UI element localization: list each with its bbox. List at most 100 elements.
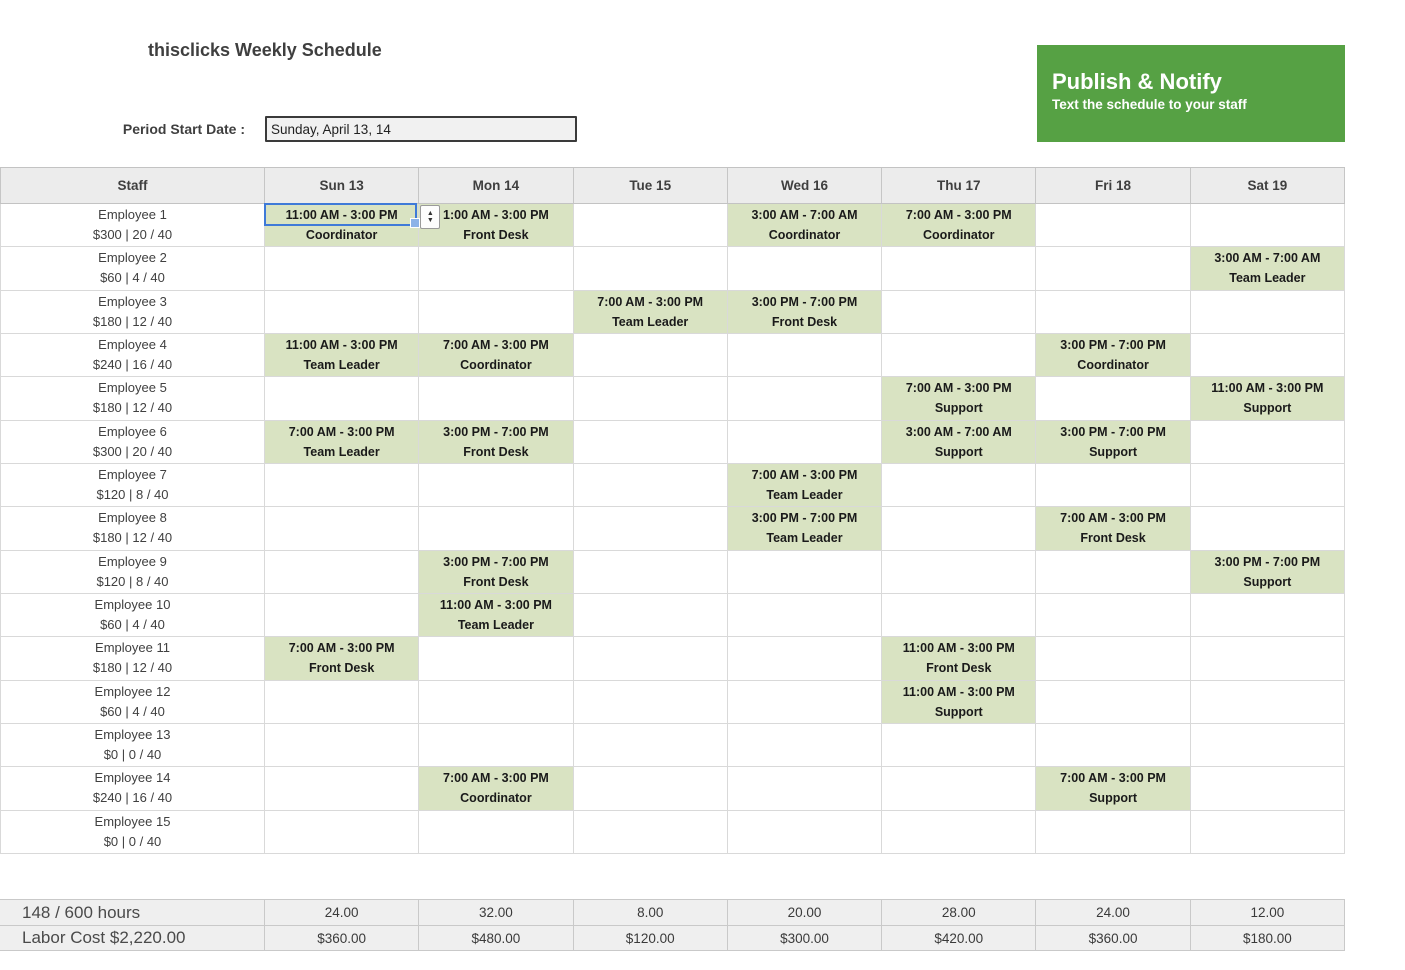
staff-cell[interactable]: Employee 14 $240 | 16 / 40 — [0, 767, 265, 811]
shift-entry[interactable]: 7:00 AM - 3:00 PM Coordinator — [882, 204, 1036, 247]
staff-cell[interactable]: Employee 9 $120 | 8 / 40 — [0, 550, 265, 594]
schedule-cell[interactable]: 3:00 PM - 7:00 PM Coordinator — [1036, 333, 1191, 378]
column-header-day[interactable]: Thu 17 — [882, 168, 1037, 203]
schedule-cell[interactable] — [1190, 463, 1345, 508]
schedule-cell[interactable]: 11:00 AM - 3:00 PM Support — [882, 680, 1037, 724]
schedule-cell[interactable]: 3:00 PM - 7:00 PM Front Desk — [419, 420, 574, 464]
staff-cell[interactable]: Employee 15 $0 | 0 / 40 — [0, 810, 265, 854]
schedule-cell[interactable] — [573, 550, 728, 594]
shift-entry[interactable]: 7:00 AM - 3:00 PM Coordinator — [419, 767, 573, 810]
column-header-day[interactable]: Tue 15 — [574, 168, 728, 203]
schedule-cell[interactable]: 3:00 AM - 7:00 AM Team Leader — [1190, 247, 1345, 291]
staff-cell[interactable]: Employee 3 $180 | 12 / 40 — [0, 290, 265, 334]
schedule-cell[interactable] — [1190, 637, 1345, 681]
schedule-cell[interactable]: 3:00 PM - 7:00 PM Team Leader — [727, 507, 883, 551]
schedule-cell[interactable] — [727, 593, 883, 638]
staff-cell[interactable]: Employee 10 $60 | 4 / 40 — [0, 593, 265, 638]
schedule-cell[interactable] — [882, 333, 1037, 378]
schedule-cell[interactable] — [419, 810, 574, 854]
schedule-cell[interactable]: 3:00 PM - 7:00 PM Front Desk — [727, 290, 883, 334]
schedule-cell[interactable]: 7:00 AM - 3:00 PM Front Desk — [265, 637, 420, 681]
schedule-cell[interactable] — [419, 637, 574, 681]
schedule-cell[interactable] — [882, 550, 1037, 594]
schedule-cell[interactable] — [882, 810, 1037, 854]
schedule-cell[interactable] — [1036, 550, 1191, 594]
schedule-cell[interactable] — [1036, 593, 1191, 638]
shift-entry[interactable]: 3:00 PM - 7:00 PM Support — [1190, 550, 1344, 593]
schedule-cell[interactable] — [573, 204, 728, 248]
schedule-cell[interactable] — [573, 333, 728, 378]
schedule-cell[interactable] — [419, 463, 574, 508]
cell-value-stepper[interactable]: ▲ ▼ — [420, 205, 441, 229]
staff-cell[interactable]: Employee 6 $300 | 20 / 40 — [0, 420, 265, 464]
schedule-cell[interactable] — [1190, 420, 1345, 464]
schedule-cell[interactable] — [882, 767, 1037, 811]
staff-cell[interactable]: Employee 1 $300 | 20 / 40 — [0, 204, 265, 248]
schedule-cell[interactable] — [573, 637, 728, 681]
schedule-cell[interactable] — [882, 463, 1037, 508]
schedule-cell[interactable]: 7:00 AM - 3:00 PM Coordinator — [419, 333, 574, 378]
shift-entry[interactable]: 11:00 AM - 3:00 PM Team Leader — [419, 593, 573, 637]
schedule-cell[interactable]: 7:00 AM - 3:00 PM Team Leader — [573, 290, 728, 334]
schedule-cell[interactable] — [573, 420, 728, 464]
schedule-cell[interactable] — [265, 550, 420, 594]
shift-entry[interactable]: 3:00 AM - 7:00 AM Support — [882, 420, 1036, 463]
schedule-cell[interactable]: 11:00 AM - 3:00 PM Coordinator — [264, 203, 421, 248]
schedule-cell[interactable] — [573, 507, 728, 551]
shift-entry[interactable]: 3:00 PM - 7:00 PM Front Desk — [419, 420, 573, 463]
shift-entry[interactable]: 7:00 AM - 3:00 PM Support — [1036, 767, 1190, 810]
schedule-cell[interactable] — [419, 723, 574, 768]
shift-entry[interactable]: 3:00 AM - 7:00 AM Coordinator — [727, 204, 882, 247]
schedule-cell[interactable] — [727, 723, 883, 768]
schedule-cell[interactable] — [727, 420, 883, 464]
schedule-cell[interactable]: 7:00 AM - 3:00 PM Coordinator — [882, 204, 1037, 248]
schedule-cell[interactable] — [1190, 507, 1345, 551]
schedule-cell[interactable]: 3:00 PM - 7:00 PM Support — [1036, 420, 1191, 464]
shift-entry[interactable]: 7:00 AM - 3:00 PM Coordinator — [419, 333, 573, 377]
schedule-cell[interactable]: 3:00 AM - 7:00 AM Support — [882, 420, 1037, 464]
shift-entry[interactable]: 7:00 AM - 3:00 PM Front Desk — [265, 637, 419, 680]
schedule-cell[interactable] — [1036, 637, 1191, 681]
schedule-cell[interactable] — [265, 810, 420, 854]
schedule-cell[interactable] — [1190, 290, 1345, 334]
shift-entry[interactable]: 1:00 AM - 3:00 PM Front Desk — [419, 204, 573, 247]
schedule-cell[interactable] — [727, 680, 883, 724]
schedule-cell[interactable] — [419, 507, 574, 551]
schedule-cell[interactable] — [727, 377, 883, 421]
schedule-cell[interactable]: 7:00 AM - 3:00 PM Support — [1036, 767, 1191, 811]
shift-entry[interactable]: 3:00 PM - 7:00 PM Front Desk — [419, 550, 573, 593]
schedule-cell[interactable] — [265, 247, 420, 291]
staff-cell[interactable]: Employee 13 $0 | 0 / 40 — [0, 723, 265, 768]
schedule-cell[interactable] — [1036, 247, 1191, 291]
staff-cell[interactable]: Employee 8 $180 | 12 / 40 — [0, 507, 265, 551]
schedule-cell[interactable]: 7:00 AM - 3:00 PM Team Leader — [265, 420, 420, 464]
schedule-cell[interactable] — [882, 593, 1037, 638]
schedule-cell[interactable] — [882, 290, 1037, 334]
schedule-cell[interactable] — [727, 637, 883, 681]
schedule-cell[interactable] — [727, 550, 883, 594]
schedule-cell[interactable] — [419, 247, 574, 291]
schedule-cell[interactable]: 7:00 AM - 3:00 PM Front Desk — [1036, 507, 1191, 551]
schedule-cell[interactable] — [573, 593, 728, 638]
schedule-cell[interactable] — [1190, 333, 1345, 378]
schedule-cell[interactable] — [265, 767, 420, 811]
schedule-cell[interactable] — [882, 507, 1037, 551]
schedule-cell[interactable] — [573, 680, 728, 724]
column-header-day[interactable]: Sun 13 — [265, 168, 420, 203]
schedule-cell[interactable] — [419, 377, 574, 421]
shift-entry[interactable]: 7:00 AM - 3:00 PM Team Leader — [727, 463, 882, 507]
schedule-cell[interactable] — [573, 723, 728, 768]
publish-notify-button[interactable]: Publish & Notify Text the schedule to yo… — [1037, 45, 1345, 142]
schedule-cell[interactable] — [265, 723, 420, 768]
column-header-day[interactable]: Mon 14 — [419, 168, 574, 203]
shift-entry[interactable]: 7:00 AM - 3:00 PM Front Desk — [1036, 507, 1190, 550]
schedule-cell[interactable] — [265, 377, 420, 421]
schedule-cell[interactable] — [265, 680, 420, 724]
schedule-cell[interactable] — [573, 767, 728, 811]
schedule-cell[interactable] — [573, 810, 728, 854]
shift-entry[interactable]: 7:00 AM - 3:00 PM Support — [882, 377, 1036, 420]
shift-entry[interactable]: 3:00 PM - 7:00 PM Coordinator — [1036, 333, 1190, 377]
schedule-cell[interactable] — [1190, 767, 1345, 811]
schedule-cell[interactable] — [1036, 377, 1191, 421]
schedule-cell[interactable]: 11:00 AM - 3:00 PM Front Desk — [882, 637, 1037, 681]
